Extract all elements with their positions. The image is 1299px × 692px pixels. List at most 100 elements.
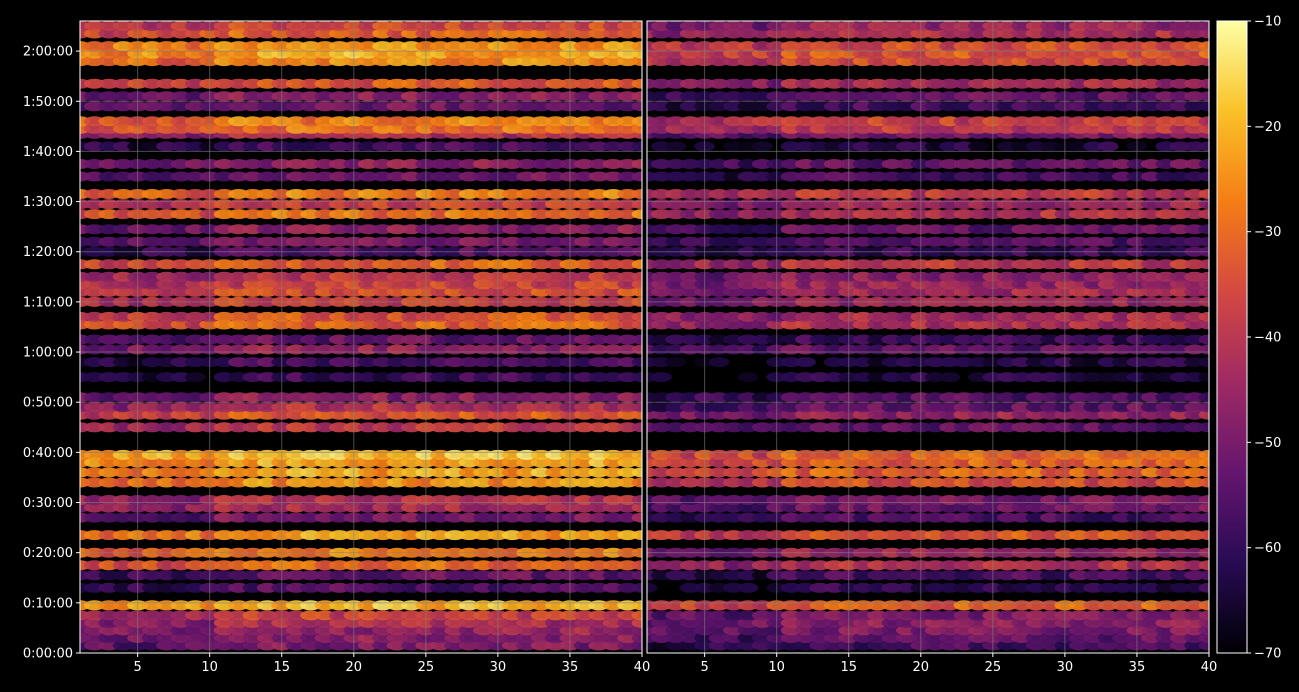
heatmap-cell-right (1040, 467, 1061, 478)
heatmap-cell-right (651, 334, 672, 345)
heatmap-cell-left (617, 402, 638, 413)
heatmap-cell-left (530, 502, 552, 513)
heatmap-cell-left (314, 372, 336, 383)
heatmap-cell-right (795, 467, 816, 478)
heatmap-cell-right (1040, 271, 1061, 282)
heatmap-cell-left (256, 402, 278, 413)
heatmap-cell-right (1184, 357, 1205, 368)
heatmap-cell-right (1025, 625, 1047, 636)
heatmap-cell-right (1011, 28, 1033, 39)
heatmap-cell-left (429, 409, 451, 420)
heatmap-cell-left (372, 334, 393, 345)
heatmap-cell-right (737, 279, 759, 290)
heatmap-cell-right (996, 357, 1018, 368)
heatmap-cell-right (823, 610, 845, 621)
heatmap-cell-right (1169, 28, 1191, 39)
heatmap-cell-left (574, 625, 595, 636)
heatmap-cell-right (867, 560, 888, 571)
heatmap-cell-right (708, 21, 730, 31)
heatmap-cell-right (665, 319, 687, 330)
heatmap-cell-left (458, 319, 480, 330)
heatmap-cell-left (372, 171, 393, 182)
heatmap-cell-left (329, 91, 350, 102)
heatmap-cell-right (708, 78, 730, 89)
heatmap-cell-right (651, 56, 672, 67)
heatmap-cell-right (1155, 78, 1177, 89)
heatmap-cell-right (881, 625, 903, 636)
heatmap-cell-right (823, 633, 845, 643)
heatmap-cell-left (170, 271, 192, 282)
heatmap-cell-right (708, 41, 730, 52)
heatmap-cell-right (723, 610, 744, 621)
heatmap-cell-left (170, 372, 192, 383)
heatmap-cell-right (1068, 457, 1090, 468)
heatmap-cell-left (372, 530, 393, 541)
heatmap-cell-right (1198, 409, 1209, 420)
heatmap-cell-right (881, 286, 903, 297)
y-tick-label: 2:00:00 (23, 45, 73, 60)
heatmap-cell-right (1184, 78, 1205, 89)
heatmap-cell-right (780, 236, 802, 247)
heatmap-cell-right (1184, 123, 1205, 134)
heatmap-cell-right (1083, 402, 1105, 413)
heatmap-cell-right (679, 78, 701, 89)
heatmap-cell-right (1155, 279, 1177, 290)
heatmap-cell-left (156, 78, 177, 89)
heatmap-cell-left (444, 123, 466, 134)
heatmap-cell-left (156, 477, 177, 488)
heatmap-cell-right (852, 116, 874, 127)
heatmap-cell-right (651, 91, 672, 102)
heatmap-cell-right (809, 271, 831, 282)
heatmap-cell-right (708, 56, 730, 67)
heatmap-cell-right (679, 28, 701, 39)
heatmap-cell-left (574, 402, 595, 413)
heatmap-cell-right (1112, 402, 1133, 413)
heatmap-cell-left (112, 78, 134, 89)
heatmap-cell-right (1025, 91, 1047, 102)
heatmap-cell-right (1141, 279, 1162, 290)
heatmap-cell-right (996, 209, 1018, 220)
heatmap-cell-left (329, 271, 350, 282)
heatmap-cell-left (545, 334, 566, 345)
heatmap-cell-left (530, 530, 552, 541)
heatmap-cell-right (1040, 402, 1061, 413)
heatmap-cell-left (401, 259, 422, 270)
heatmap-cell-right (939, 625, 960, 636)
heatmap-cell-right (896, 617, 917, 628)
heatmap-cell-left (112, 617, 134, 628)
heatmap-cell-right (809, 123, 831, 134)
heatmap-cell-left (357, 372, 379, 383)
heatmap-cell-right (1169, 56, 1191, 67)
heatmap-cell-right (1155, 91, 1177, 102)
heatmap-cell-right (896, 236, 917, 247)
heatmap-cell-right (1097, 560, 1119, 571)
heatmap-panel-left: 5 10 15 20 25 30 35 40 0:00:000:10:000:20:000:3… (23, 20, 650, 675)
heatmap-cell-left (314, 334, 336, 345)
heatmap-cell-right (780, 392, 802, 403)
heatmap-cell-left (213, 259, 235, 270)
heatmap-cell-left (401, 21, 422, 31)
heatmap-cell-right (1025, 640, 1047, 651)
colorbar-tick-label: −10 (1254, 15, 1281, 30)
heatmap-cell-right (1083, 617, 1105, 628)
heatmap-cell-right (708, 467, 730, 478)
heatmap-cell-left (112, 582, 134, 593)
heatmap-cell-left (256, 633, 278, 643)
heatmap-cell-right (953, 409, 975, 420)
heatmap-cell-left (444, 286, 466, 297)
heatmap-cell-left (444, 334, 466, 345)
heatmap-cell-left (170, 56, 192, 67)
heatmap-cell-right (924, 334, 946, 345)
heatmap-cell-left (545, 271, 566, 282)
heatmap-cell-left (617, 259, 638, 270)
heatmap-cell-right (751, 617, 773, 628)
heatmap-cell-right (1011, 311, 1033, 322)
heatmap-cell-right (823, 392, 845, 403)
heatmap-cell-left (631, 530, 642, 541)
heatmap-cell-left (429, 582, 451, 593)
heatmap-cell-left (444, 236, 466, 247)
heatmap-cell-left (617, 633, 638, 643)
heatmap-cell-left (545, 530, 566, 541)
heatmap-cell-right (1011, 357, 1033, 368)
heatmap-cell-right (751, 560, 773, 571)
